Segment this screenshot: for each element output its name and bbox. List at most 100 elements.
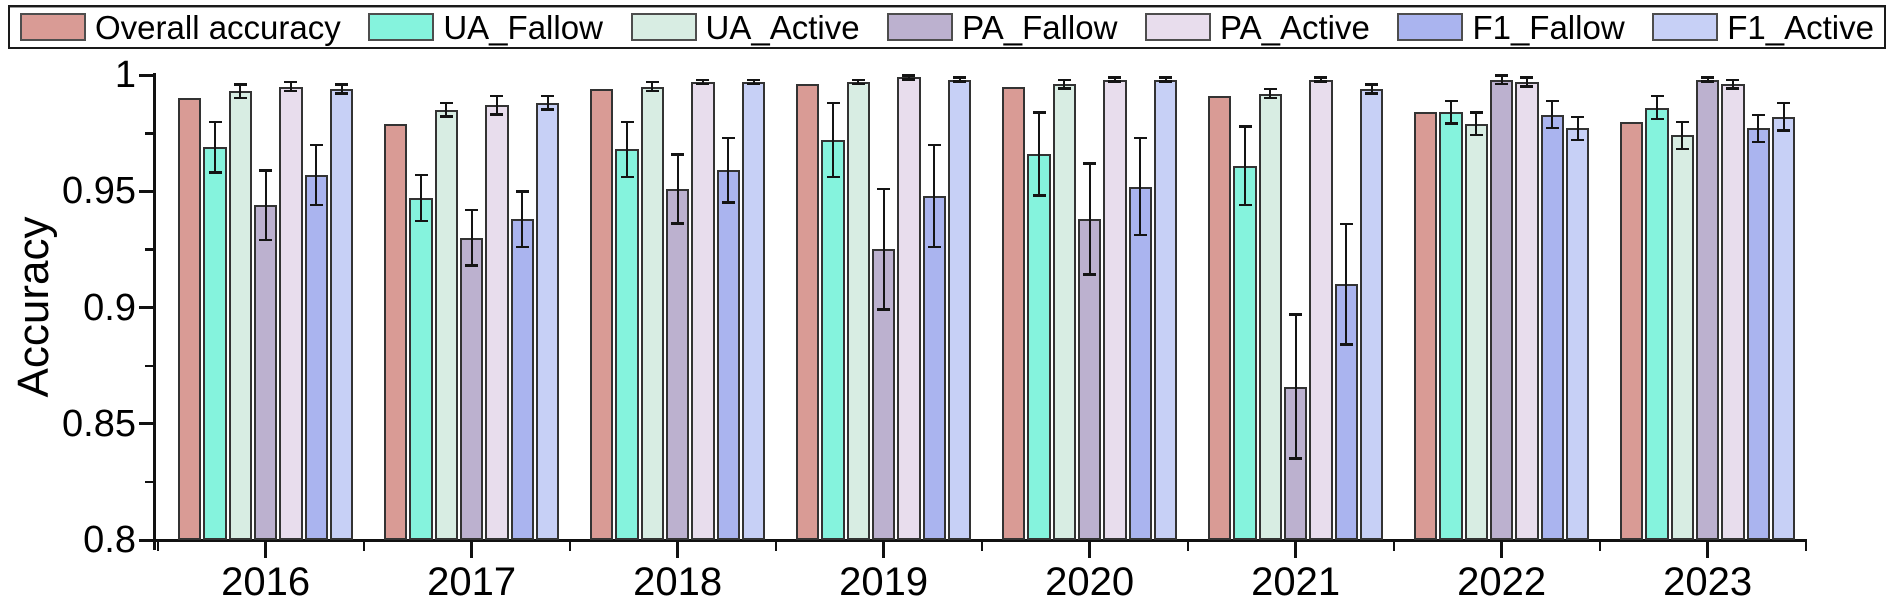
error-bar-line (495, 95, 498, 115)
error-bar-cap-top (1650, 94, 1664, 98)
error-bar-cap-top (1314, 76, 1328, 79)
x-tick-label: 2021 (1251, 560, 1341, 604)
x-tick-label: 2022 (1457, 560, 1547, 604)
x-major-tick (470, 542, 474, 558)
y-major-tick (139, 422, 153, 426)
y-major-tick (139, 73, 153, 77)
error-bar-cap-top (515, 190, 529, 193)
error-bar-cap-top (671, 153, 685, 156)
error-bar-line (1576, 116, 1579, 141)
legend-label: UA_Fallow (443, 8, 603, 46)
error-bar-line (1656, 95, 1658, 120)
bar-f1-active-2016 (329, 88, 354, 540)
y-minor-tick (145, 364, 153, 368)
error-bar-cap-top (826, 101, 840, 105)
bar-pa-fallow-2017 (459, 237, 484, 540)
error-bar-cap-top (927, 143, 941, 147)
error-bar-line (701, 79, 704, 85)
error-bar-cap-bottom (439, 115, 453, 118)
x-axis-line (153, 539, 1807, 542)
y-tick-label: 0.85 (62, 402, 136, 445)
error-bar-cap-bottom (696, 82, 710, 86)
error-bar-cap-top (465, 208, 479, 212)
error-bar-cap-top (1263, 87, 1277, 91)
y-major-tick (139, 306, 153, 309)
error-bar-line (470, 209, 473, 266)
x-minor-tick (1598, 542, 1601, 551)
error-bar-cap-bottom (465, 264, 479, 267)
x-tick-label: 2020 (1045, 560, 1135, 604)
bar-overall-accuracy-2021 (1208, 95, 1232, 540)
error-bar-line (1370, 84, 1373, 94)
error-bar-cap-top (1238, 125, 1252, 128)
error-bar-cap-top (721, 136, 735, 140)
bar-f1-fallow-2020 (1128, 186, 1152, 540)
error-bar-cap-top (696, 78, 710, 82)
y-axis-line (153, 73, 156, 550)
bar-f1-fallow-2022 (1540, 114, 1564, 540)
legend-item-ua-fallow: UA_Fallow (368, 11, 603, 44)
error-bar-cap-bottom (1675, 147, 1689, 151)
error-bar-line (907, 75, 910, 80)
error-bar-line (1319, 77, 1322, 82)
bar-ua-active-2022 (1464, 123, 1488, 540)
error-bar-cap-bottom (1083, 273, 1097, 276)
y-major-tick (139, 189, 153, 193)
bar-ua-fallow-2020 (1027, 154, 1051, 540)
error-bar-cap-top (1444, 99, 1458, 103)
bar-pa-active-2017 (485, 105, 509, 540)
x-major-tick (882, 542, 886, 558)
error-bar-line (1088, 163, 1091, 275)
error-bar-cap-bottom (1571, 138, 1584, 142)
bar-ua-fallow-2022 (1439, 112, 1463, 540)
bar-pa-active-2023 (1721, 84, 1745, 540)
error-bar-cap-top (335, 83, 348, 86)
error-bar-line (1294, 314, 1297, 459)
error-bar-cap-bottom (1701, 80, 1715, 83)
x-major-tick (1088, 542, 1092, 558)
x-major-tick (676, 542, 680, 558)
legend-item-pa-active: PA_Active (1145, 11, 1370, 44)
error-bar-cap-top (1777, 101, 1790, 105)
error-bar-cap-bottom (1339, 343, 1353, 346)
x-tick-label: 2018 (633, 560, 723, 604)
error-bar-line (676, 154, 679, 224)
x-minor-tick (1186, 542, 1189, 551)
error-bar-line (264, 170, 267, 241)
error-bar-line (546, 95, 549, 110)
bar-f1-active-2018 (741, 81, 766, 540)
error-bar-cap-top (1289, 313, 1303, 316)
error-bar-cap-top (1133, 136, 1147, 140)
legend-swatch (368, 13, 435, 41)
error-bar-cap-top (620, 120, 634, 123)
error-bar-cap-bottom (826, 175, 840, 179)
bar-overall-accuracy-2020 (1002, 86, 1026, 540)
bar-overall-accuracy-2016 (178, 98, 202, 540)
bar-overall-accuracy-2017 (384, 123, 408, 540)
error-bar-cap-top (1545, 99, 1559, 103)
error-bar-cap-bottom (953, 80, 966, 83)
error-bar-line (832, 102, 834, 178)
error-bar-cap-bottom (927, 245, 941, 249)
bar-pa-active-2018 (691, 81, 715, 540)
error-bar-cap-top (208, 120, 222, 123)
error-bar-line (1063, 79, 1066, 89)
error-bar-line (1731, 79, 1734, 89)
error-bar-line (1782, 102, 1785, 131)
error-bar-cap-top (1495, 74, 1509, 77)
error-bar-cap-bottom (671, 222, 685, 225)
error-bar-line (1551, 100, 1554, 129)
bar-pa-active-2019 (897, 77, 921, 540)
error-bar-cap-bottom (1545, 126, 1559, 130)
x-minor-tick (156, 542, 159, 551)
error-bar-cap-bottom (902, 78, 916, 81)
chart-legend: Overall accuracy UA_Fallow UA_Active PA_Fal… (8, 5, 1886, 49)
bar-ua-active-2020 (1052, 84, 1076, 540)
error-bar-cap-bottom (1365, 92, 1378, 95)
bar-pa-active-2016 (279, 86, 303, 540)
error-bar-cap-bottom (233, 96, 247, 100)
error-bar-cap-bottom (1133, 233, 1147, 237)
error-bar-cap-top (902, 74, 916, 77)
x-minor-tick (1804, 542, 1807, 551)
